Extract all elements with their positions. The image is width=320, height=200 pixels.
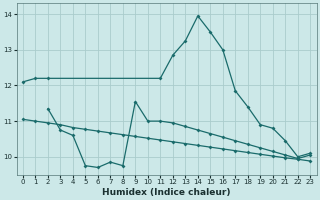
X-axis label: Humidex (Indice chaleur): Humidex (Indice chaleur) — [102, 188, 231, 197]
